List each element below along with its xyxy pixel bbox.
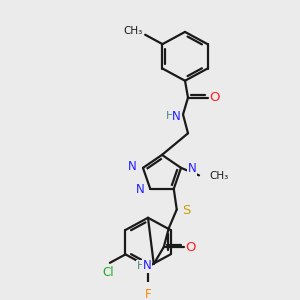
- Text: N: N: [128, 160, 137, 173]
- Text: S: S: [182, 204, 190, 217]
- Text: F: F: [145, 288, 151, 300]
- Text: N: N: [172, 110, 181, 123]
- Text: N: N: [143, 259, 152, 272]
- Text: N: N: [188, 162, 197, 175]
- Text: O: O: [210, 91, 220, 104]
- Text: CH₃: CH₃: [123, 26, 142, 36]
- Text: CH₃: CH₃: [209, 171, 228, 181]
- Text: Cl: Cl: [102, 266, 114, 279]
- Text: O: O: [185, 241, 196, 254]
- Text: H: H: [166, 111, 174, 122]
- Text: H: H: [136, 261, 145, 271]
- Text: N: N: [136, 183, 144, 196]
